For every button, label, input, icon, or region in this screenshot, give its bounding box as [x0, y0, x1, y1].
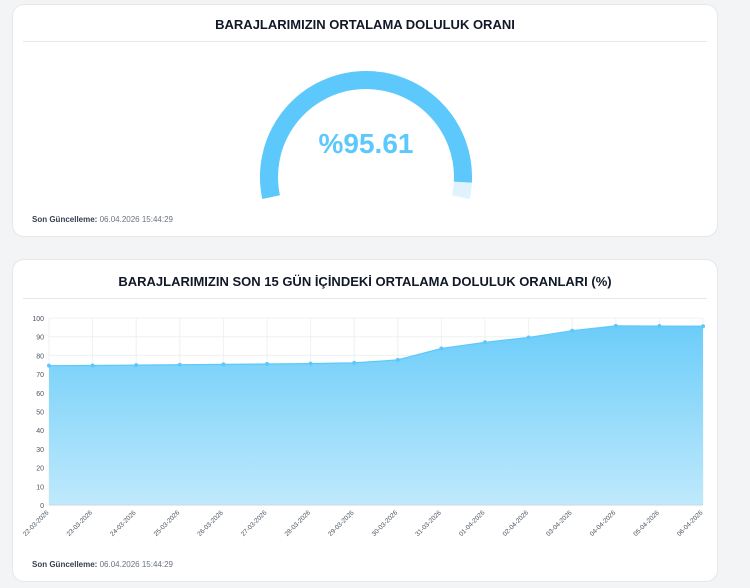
trend-card-divider: [23, 298, 707, 299]
series-line: [48, 325, 704, 367]
x-tick-label: 31-03-2026: [414, 509, 443, 538]
data-point[interactable]: [308, 361, 313, 366]
x-tick-label: 02-04-2026: [502, 509, 531, 538]
trend-updated-label: Son Güncelleme:: [32, 560, 98, 569]
fill-gauge: %95.61: [260, 71, 472, 200]
data-point[interactable]: [613, 323, 618, 328]
trend-last-updated: Son Güncelleme: 06.04.2026 15:44:29: [32, 560, 173, 569]
data-point[interactable]: [90, 363, 95, 368]
gauge-fill: [260, 71, 472, 200]
y-tick-label: 70: [36, 372, 44, 379]
gauge-updated-label: Son Güncelleme:: [32, 215, 98, 224]
y-tick-label: 20: [36, 466, 44, 473]
x-tick-label: 24-03-2026: [109, 509, 138, 538]
data-point[interactable]: [221, 362, 226, 367]
gauge-card-divider: [23, 41, 707, 42]
data-point[interactable]: [352, 360, 357, 365]
x-tick-label: 06-04-2026: [676, 509, 705, 538]
y-tick-label: 100: [32, 316, 44, 323]
x-tick-label: 01-04-2026: [458, 509, 487, 538]
x-tick-label: 29-03-2026: [327, 509, 356, 538]
x-tick-label: 22-03-2026: [22, 509, 51, 538]
data-point[interactable]: [47, 363, 51, 368]
y-tick-label: 30: [36, 447, 44, 454]
gauge-card-title: BARAJLARIMIZIN ORTALAMA DOLULUK ORANI: [215, 17, 515, 32]
x-tick-label: 04-04-2026: [589, 509, 618, 538]
data-point[interactable]: [483, 340, 487, 345]
area-chart: 0 10 20 30 40 50 60 70 80 90 100 22-03-2026 23-03-20…: [22, 316, 705, 538]
data-point[interactable]: [134, 363, 139, 368]
trend-card-title: BARAJLARIMIZIN SON 15 GÜN İÇİNDEKİ ORTAL…: [118, 274, 612, 289]
gauge-card: BARAJLARIMIZIN ORTALAMA DOLULUK ORANI %9…: [12, 4, 718, 237]
data-point[interactable]: [701, 324, 705, 329]
y-tick-label: 60: [36, 391, 44, 398]
x-tick-label: 27-03-2026: [240, 509, 269, 538]
x-tick-label: 26-03-2026: [196, 509, 225, 538]
y-tick-label: 80: [36, 353, 44, 360]
data-point[interactable]: [657, 324, 662, 329]
x-tick-label: 25-03-2026: [153, 509, 182, 538]
x-tick-label: 30-03-2026: [371, 509, 400, 538]
x-tick-label: 23-03-2026: [66, 509, 95, 538]
data-point[interactable]: [395, 357, 400, 362]
y-tick-label: 90: [36, 335, 44, 342]
x-tick-label: 05-04-2026: [632, 509, 661, 538]
data-point[interactable]: [570, 328, 575, 333]
trend-updated-value: 06.04.2026 15:44:29: [99, 560, 173, 569]
x-tick-label: 28-03-2026: [284, 509, 313, 538]
y-tick-label: 0: [40, 503, 44, 510]
data-point[interactable]: [526, 335, 531, 340]
x-tick-label: 03-04-2026: [545, 509, 574, 538]
data-point[interactable]: [439, 346, 444, 351]
trend-card: BARAJLARIMIZIN SON 15 GÜN İÇİNDEKİ ORTAL…: [12, 259, 718, 582]
gauge-value-text: %95.61: [319, 128, 414, 159]
y-tick-label: 10: [36, 484, 44, 491]
series-area: [49, 325, 703, 505]
gauge-last-updated: Son Güncelleme: 06.04.2026 15:44:29: [32, 215, 173, 224]
data-point[interactable]: [265, 362, 269, 367]
data-point[interactable]: [177, 362, 182, 367]
y-tick-label: 40: [36, 428, 44, 435]
gauge-updated-value: 06.04.2026 15:44:29: [99, 215, 173, 224]
y-tick-label: 50: [36, 410, 44, 417]
